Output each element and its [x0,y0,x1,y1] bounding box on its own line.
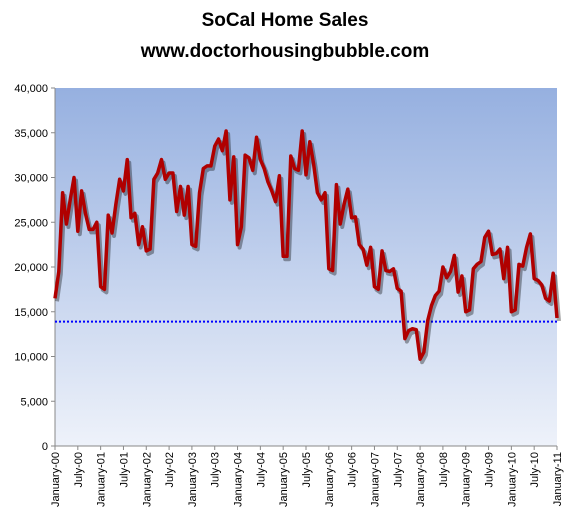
chart-title: SoCal Home Sales [202,10,369,31]
x-tick-label: July-01 [118,452,130,487]
x-tick-label: July-07 [392,452,404,487]
y-tick-label: 0 [42,441,48,453]
x-tick-label: July-10 [529,452,541,487]
x-tick-label: July-00 [73,452,85,487]
y-tick-label: 25,000 [14,217,48,229]
chart-subtitle: www.doctorhousingbubble.com [140,41,430,62]
x-tick-label: January-07 [369,452,381,507]
x-tick-label: July-05 [301,452,313,487]
y-tick-label: 35,000 [14,128,48,140]
y-tick-label: 5,000 [20,396,48,408]
x-tick-label: January-10 [506,452,518,507]
x-tick-label: July-09 [484,452,496,487]
x-tick-label: January-06 [324,452,336,507]
line-shadow [55,131,561,365]
x-tick-label: July-04 [255,452,267,487]
x-tick-label: July-06 [347,452,359,487]
data-line [53,129,559,361]
x-tick-label: January-01 [96,452,108,507]
x-tick-label: January-03 [187,452,199,507]
x-tick-label: January-00 [50,452,62,507]
x-tick-label: January-08 [415,452,427,507]
y-tick-label: 30,000 [14,173,48,185]
y-tick-label: 20,000 [14,262,48,274]
x-tick-label: July-03 [210,452,222,487]
y-tick-label: 15,000 [14,307,48,319]
x-tick-label: January-11 [552,452,564,506]
y-tick-label: 10,000 [14,352,48,364]
y-tick-label: 40,000 [14,83,48,95]
x-tick-label: January-04 [233,452,245,507]
x-tick-label: January-02 [141,452,153,507]
x-tick-label: July-08 [438,452,450,487]
x-tick-label: July-02 [164,452,176,487]
x-tick-label: January-09 [461,452,473,507]
x-tick-label: January-05 [278,452,290,507]
